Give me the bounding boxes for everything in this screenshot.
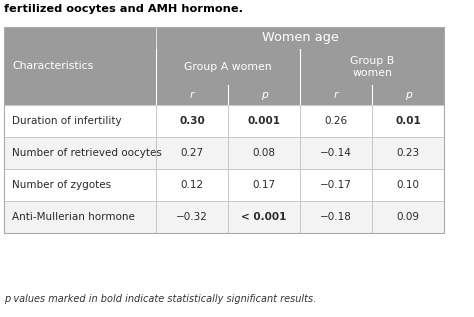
- Bar: [300, 169, 372, 201]
- Text: r: r: [334, 90, 338, 100]
- Bar: [4, 105, 156, 137]
- Text: −0.18: −0.18: [320, 212, 352, 222]
- Bar: [300, 201, 372, 233]
- Text: < 0.001: < 0.001: [241, 212, 287, 222]
- Bar: [4, 49, 156, 85]
- Bar: [372, 201, 444, 233]
- Bar: [372, 137, 444, 169]
- Text: −0.14: −0.14: [320, 148, 352, 158]
- Text: Characteristics: Characteristics: [12, 61, 93, 71]
- Bar: [4, 27, 444, 233]
- Text: r: r: [190, 90, 194, 100]
- Text: −0.32: −0.32: [176, 212, 208, 222]
- Text: 0.30: 0.30: [179, 116, 205, 126]
- Text: 0.01: 0.01: [395, 116, 421, 126]
- Bar: [300, 85, 372, 105]
- Text: p: p: [261, 90, 267, 100]
- Bar: [156, 169, 228, 201]
- Text: fertilized oocytes and AMH hormone.: fertilized oocytes and AMH hormone.: [4, 4, 243, 14]
- Text: 0.26: 0.26: [324, 116, 347, 126]
- Bar: [228, 105, 300, 137]
- Text: Number of retrieved oocytes: Number of retrieved oocytes: [12, 148, 162, 158]
- Bar: [156, 85, 228, 105]
- Bar: [156, 137, 228, 169]
- Text: Women age: Women age: [262, 31, 338, 44]
- Bar: [156, 105, 228, 137]
- Text: 0.17: 0.17: [253, 180, 275, 190]
- Bar: [228, 169, 300, 201]
- Bar: [228, 201, 300, 233]
- Bar: [300, 105, 372, 137]
- Bar: [4, 27, 444, 49]
- Bar: [372, 85, 444, 105]
- Text: Group A women: Group A women: [184, 62, 272, 72]
- Text: 0.001: 0.001: [247, 116, 281, 126]
- Bar: [4, 137, 156, 169]
- Text: Anti-Mullerian hormone: Anti-Mullerian hormone: [12, 212, 135, 222]
- Text: Duration of infertility: Duration of infertility: [12, 116, 122, 126]
- Bar: [228, 137, 300, 169]
- Text: 0.08: 0.08: [253, 148, 275, 158]
- Text: 0.12: 0.12: [181, 180, 203, 190]
- Bar: [300, 49, 444, 85]
- Bar: [156, 201, 228, 233]
- Text: p: p: [405, 90, 411, 100]
- Text: −0.17: −0.17: [320, 180, 352, 190]
- Bar: [372, 105, 444, 137]
- Bar: [300, 137, 372, 169]
- Text: Number of zygotes: Number of zygotes: [12, 180, 111, 190]
- Text: p values marked in bold indicate statistically significant results.: p values marked in bold indicate statist…: [4, 294, 316, 304]
- Bar: [4, 85, 156, 105]
- Text: 0.27: 0.27: [181, 148, 203, 158]
- Bar: [4, 169, 156, 201]
- Bar: [372, 169, 444, 201]
- Bar: [156, 49, 300, 85]
- Bar: [228, 85, 300, 105]
- Bar: [4, 201, 156, 233]
- Text: 0.23: 0.23: [396, 148, 419, 158]
- Text: 0.10: 0.10: [396, 180, 419, 190]
- Text: 0.09: 0.09: [396, 212, 419, 222]
- Text: Group B
women: Group B women: [350, 56, 394, 78]
